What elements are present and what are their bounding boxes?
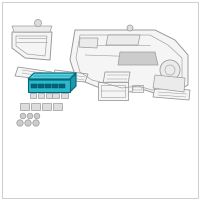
Circle shape bbox=[17, 120, 23, 126]
Polygon shape bbox=[153, 87, 190, 100]
Bar bbox=[53, 103, 62, 110]
Bar bbox=[31, 84, 36, 88]
Bar bbox=[42, 103, 51, 110]
Bar bbox=[52, 84, 58, 88]
Bar bbox=[31, 103, 40, 110]
Circle shape bbox=[127, 25, 133, 31]
Bar bbox=[45, 84, 50, 88]
Polygon shape bbox=[52, 70, 88, 82]
Polygon shape bbox=[98, 82, 128, 100]
Circle shape bbox=[25, 120, 31, 126]
Polygon shape bbox=[15, 67, 52, 80]
Polygon shape bbox=[103, 72, 130, 84]
Polygon shape bbox=[106, 35, 140, 45]
Circle shape bbox=[27, 113, 33, 119]
Bar bbox=[61, 93, 68, 98]
Polygon shape bbox=[70, 30, 188, 95]
Polygon shape bbox=[79, 38, 98, 48]
Bar bbox=[52, 93, 59, 98]
Bar bbox=[30, 93, 36, 98]
Polygon shape bbox=[153, 75, 185, 92]
Polygon shape bbox=[118, 52, 158, 65]
Circle shape bbox=[33, 120, 39, 126]
Bar bbox=[46, 93, 52, 98]
Bar bbox=[38, 93, 44, 98]
Polygon shape bbox=[12, 26, 52, 32]
Bar bbox=[38, 84, 44, 88]
Circle shape bbox=[34, 113, 40, 119]
Circle shape bbox=[35, 20, 42, 26]
Polygon shape bbox=[28, 73, 76, 79]
Polygon shape bbox=[132, 85, 143, 92]
Polygon shape bbox=[12, 32, 52, 60]
Polygon shape bbox=[70, 73, 76, 92]
Polygon shape bbox=[28, 79, 70, 92]
Circle shape bbox=[160, 60, 180, 80]
Bar bbox=[20, 103, 29, 110]
Bar bbox=[59, 84, 64, 88]
Circle shape bbox=[20, 113, 26, 119]
